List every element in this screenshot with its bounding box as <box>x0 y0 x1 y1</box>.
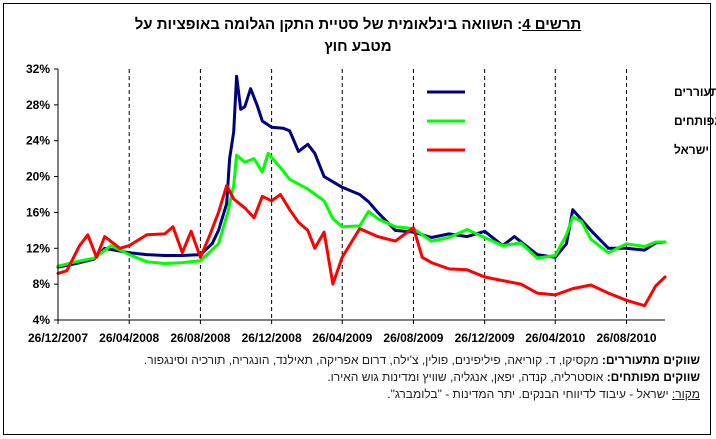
series-emerging-line <box>56 74 667 269</box>
y-tick-label: 4% <box>33 313 51 327</box>
legend: ממוצע שווקים מתעוררים ממוצע שווקים מפותחי… <box>427 85 716 157</box>
note-developed: שווקים מפותחים: אוסטרליה, קנדה, יפאן, אנ… <box>20 369 700 386</box>
note-source: מקור: ישראל - עיבוד לדיווחי הבנקים. יתר … <box>20 386 700 403</box>
x-tick-label: 26/04/2009 <box>312 331 372 345</box>
x-tick-label: 26/04/2010 <box>525 331 585 345</box>
y-tick-label: 16% <box>26 205 50 219</box>
note-emerging-key: שווקים מתעוררים: <box>601 353 700 367</box>
figure-label: תרשים 4 <box>522 16 582 33</box>
series-lines <box>56 74 667 308</box>
note-source-text: ישראל - עיבוד לדיווחי הבנקים. יתר המדינו… <box>387 387 669 401</box>
series-israel-line <box>56 184 667 308</box>
series-developed-line <box>56 151 667 268</box>
y-tick-label: 20% <box>26 170 50 184</box>
axes: 26/12/2007 26/04/2008 26/08/2008 26/12/2008… <box>26 62 665 345</box>
note-developed-key: שווקים מפותחים: <box>606 370 700 384</box>
legend-label: ממוצע שווקים מפותחים <box>674 114 716 128</box>
x-tick-label: 26/08/2008 <box>170 331 230 345</box>
x-tick-label: 26/12/2008 <box>242 331 302 345</box>
x-tick-label: 26/04/2008 <box>99 331 159 345</box>
note-emerging-text: מקסיקו, ד. קוריאה, פיליפינים, פולין, צ'י… <box>143 353 599 367</box>
chart-title-line2: מטבע חוץ <box>324 38 392 55</box>
x-tick-label: 26/12/2009 <box>455 331 515 345</box>
legend-label: ממוצע שווקים מתעוררים <box>674 85 716 99</box>
y-tick-label: 28% <box>26 98 50 112</box>
x-tick-label: 26/12/2007 <box>28 331 88 345</box>
note-source-key: מקור: <box>671 387 700 401</box>
legend-label: ישראל <box>674 143 709 157</box>
chart-title-part1: השוואה בינלאומית של סטיית התקן הגלומה בא… <box>134 16 514 33</box>
y-tick-label: 32% <box>26 62 50 76</box>
y-tick-label: 24% <box>26 134 50 148</box>
chart-notes: שווקים מתעוררים: מקסיקו, ד. קוריאה, פילי… <box>20 352 700 403</box>
x-tick-label: 26/08/2010 <box>596 331 656 345</box>
note-emerging: שווקים מתעוררים: מקסיקו, ד. קוריאה, פילי… <box>20 352 700 369</box>
note-developed-text: אוסטרליה, קנדה, יפאן, אנגליה, שוויץ ומדי… <box>327 370 604 384</box>
y-tick-label: 8% <box>33 277 51 291</box>
chart-title-line1: תרשים 4: השוואה בינלאומית של סטיית התקן … <box>134 16 582 33</box>
x-tick-label: 26/08/2009 <box>383 331 443 345</box>
y-tick-label: 12% <box>26 241 50 255</box>
